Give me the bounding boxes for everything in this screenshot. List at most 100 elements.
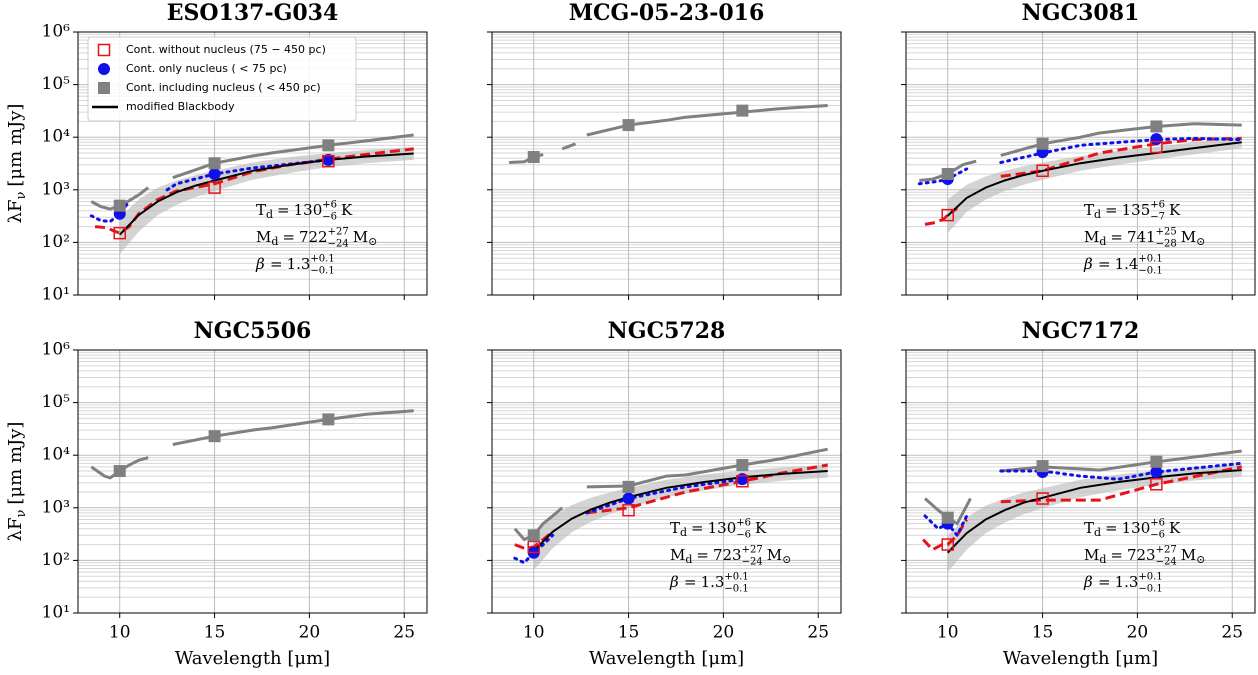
legend: Cont. without nucleus (75 − 450 pc) Cont.… bbox=[87, 36, 357, 122]
fit-lower: −0.1 bbox=[1138, 583, 1162, 594]
fit-symbol: M bbox=[670, 546, 685, 564]
y-label-unit: [μm mJy] bbox=[5, 104, 26, 187]
fit-lower: −6 bbox=[1150, 529, 1165, 540]
fit-sign: = bbox=[1110, 228, 1123, 246]
plot-area bbox=[89, 133, 414, 255]
y-axis-label: λFν [μm mJy] bbox=[5, 422, 29, 542]
fit-symbol: β bbox=[1083, 573, 1093, 591]
fit-lower: −6 bbox=[736, 529, 751, 540]
x-tick-label: 20 bbox=[299, 623, 321, 643]
fit-symbol: M bbox=[1084, 228, 1099, 246]
x-tick-label: 15 bbox=[204, 623, 226, 643]
marker bbox=[1150, 478, 1163, 491]
marker bbox=[622, 492, 635, 505]
fit-value: 1.3 bbox=[1115, 573, 1139, 591]
plot-area bbox=[917, 120, 1244, 234]
y-tick-label: 10⁵ bbox=[42, 74, 71, 94]
series-line bbox=[946, 469, 1242, 554]
marker bbox=[622, 503, 635, 517]
fit-symbol: T bbox=[1084, 201, 1094, 219]
fit-lower: −6 bbox=[322, 211, 337, 222]
fit-sign: = bbox=[691, 519, 704, 537]
x-tick-label: 25 bbox=[807, 623, 829, 643]
panel-title: MCG-05-23-016 bbox=[569, 0, 765, 26]
panel-title: ESO137-G034 bbox=[167, 0, 339, 26]
y-label-subscript: ν bbox=[14, 510, 29, 518]
fit-lower: −24 bbox=[1156, 556, 1177, 567]
fit-upper: +0.1 bbox=[1138, 571, 1162, 582]
plot-frame bbox=[905, 349, 1256, 614]
x-axis-label: Wavelength [μm] bbox=[589, 648, 744, 669]
marker bbox=[622, 480, 635, 493]
panel: 10¹ 10² 10³ 10⁴ 10⁵ 10⁶ 10 15 20 25 NGC5506 Wavelen… bbox=[5, 318, 428, 669]
fit-subscript: d bbox=[1094, 208, 1101, 221]
fit-symbol: β bbox=[1083, 255, 1093, 273]
fit-sign: = bbox=[277, 201, 290, 219]
y-tick-label: 10² bbox=[42, 232, 70, 252]
marker bbox=[941, 167, 954, 180]
fit-symbol: T bbox=[256, 201, 266, 219]
marker bbox=[113, 199, 126, 212]
fit-value: 741 bbox=[1127, 228, 1156, 246]
panel: MCG-05-23-016 bbox=[487, 0, 842, 300]
fit-unit: K bbox=[341, 201, 353, 219]
fit-upper: +27 bbox=[742, 544, 763, 555]
marker bbox=[208, 167, 221, 180]
legend-label: Cont. including nucleus ( < 450 pc) bbox=[126, 81, 321, 94]
marker bbox=[941, 511, 954, 524]
fit-upper: +27 bbox=[1156, 544, 1177, 555]
fit-lower: −0.1 bbox=[724, 583, 748, 594]
fit-unit: K bbox=[755, 519, 767, 537]
legend-marker bbox=[98, 63, 110, 75]
y-tick-label: 10³ bbox=[42, 179, 70, 199]
fit-unit-subscript: ⊙ bbox=[1196, 235, 1205, 248]
x-tick-label: 10 bbox=[523, 623, 545, 643]
fit-value: 1.3 bbox=[287, 255, 311, 273]
fit-sign: = bbox=[1098, 573, 1111, 591]
fit-subscript: d bbox=[1099, 553, 1106, 566]
fit-upper: +6 bbox=[1150, 517, 1165, 528]
fit-unit: M bbox=[1181, 228, 1196, 246]
marker bbox=[1036, 137, 1049, 150]
fit-upper: +27 bbox=[328, 226, 349, 237]
fit-subscript: d bbox=[685, 553, 692, 566]
marker bbox=[622, 119, 635, 132]
y-tick-label: 10³ bbox=[42, 497, 70, 517]
fit-upper: +0.1 bbox=[1138, 253, 1162, 264]
legend-label: Cont. only nucleus ( < 75 pc) bbox=[126, 62, 287, 75]
fit-unit: K bbox=[1169, 201, 1181, 219]
fit-lower: −24 bbox=[742, 556, 763, 567]
marker bbox=[208, 430, 221, 443]
legend-marker bbox=[97, 43, 111, 57]
y-tick-label: 10¹ bbox=[42, 285, 70, 305]
series-line bbox=[509, 104, 828, 164]
fit-symbol: β bbox=[255, 255, 265, 273]
fit-subscript: d bbox=[266, 208, 273, 221]
fit-value: 135 bbox=[1122, 201, 1151, 219]
marker bbox=[1036, 460, 1049, 473]
marker bbox=[1150, 120, 1163, 133]
fit-lower: −24 bbox=[328, 238, 349, 249]
y-label-unit: [μm mJy] bbox=[5, 422, 26, 505]
fit-sign: = bbox=[1098, 255, 1111, 273]
marker bbox=[322, 139, 335, 152]
marker bbox=[1036, 492, 1049, 505]
marker bbox=[736, 104, 749, 117]
x-tick-label: 25 bbox=[1221, 623, 1243, 643]
fit-upper: +25 bbox=[1156, 226, 1177, 237]
series-line bbox=[90, 409, 414, 480]
fit-symbol: β bbox=[669, 573, 679, 591]
y-tick-label: 10⁴ bbox=[42, 445, 71, 465]
fit-value: 130 bbox=[1122, 519, 1151, 537]
fit-symbol: M bbox=[1084, 546, 1099, 564]
y-tick-label: 10⁵ bbox=[42, 392, 71, 412]
fit-value: 1.4 bbox=[1115, 255, 1139, 273]
fit-sign: = bbox=[1105, 519, 1118, 537]
